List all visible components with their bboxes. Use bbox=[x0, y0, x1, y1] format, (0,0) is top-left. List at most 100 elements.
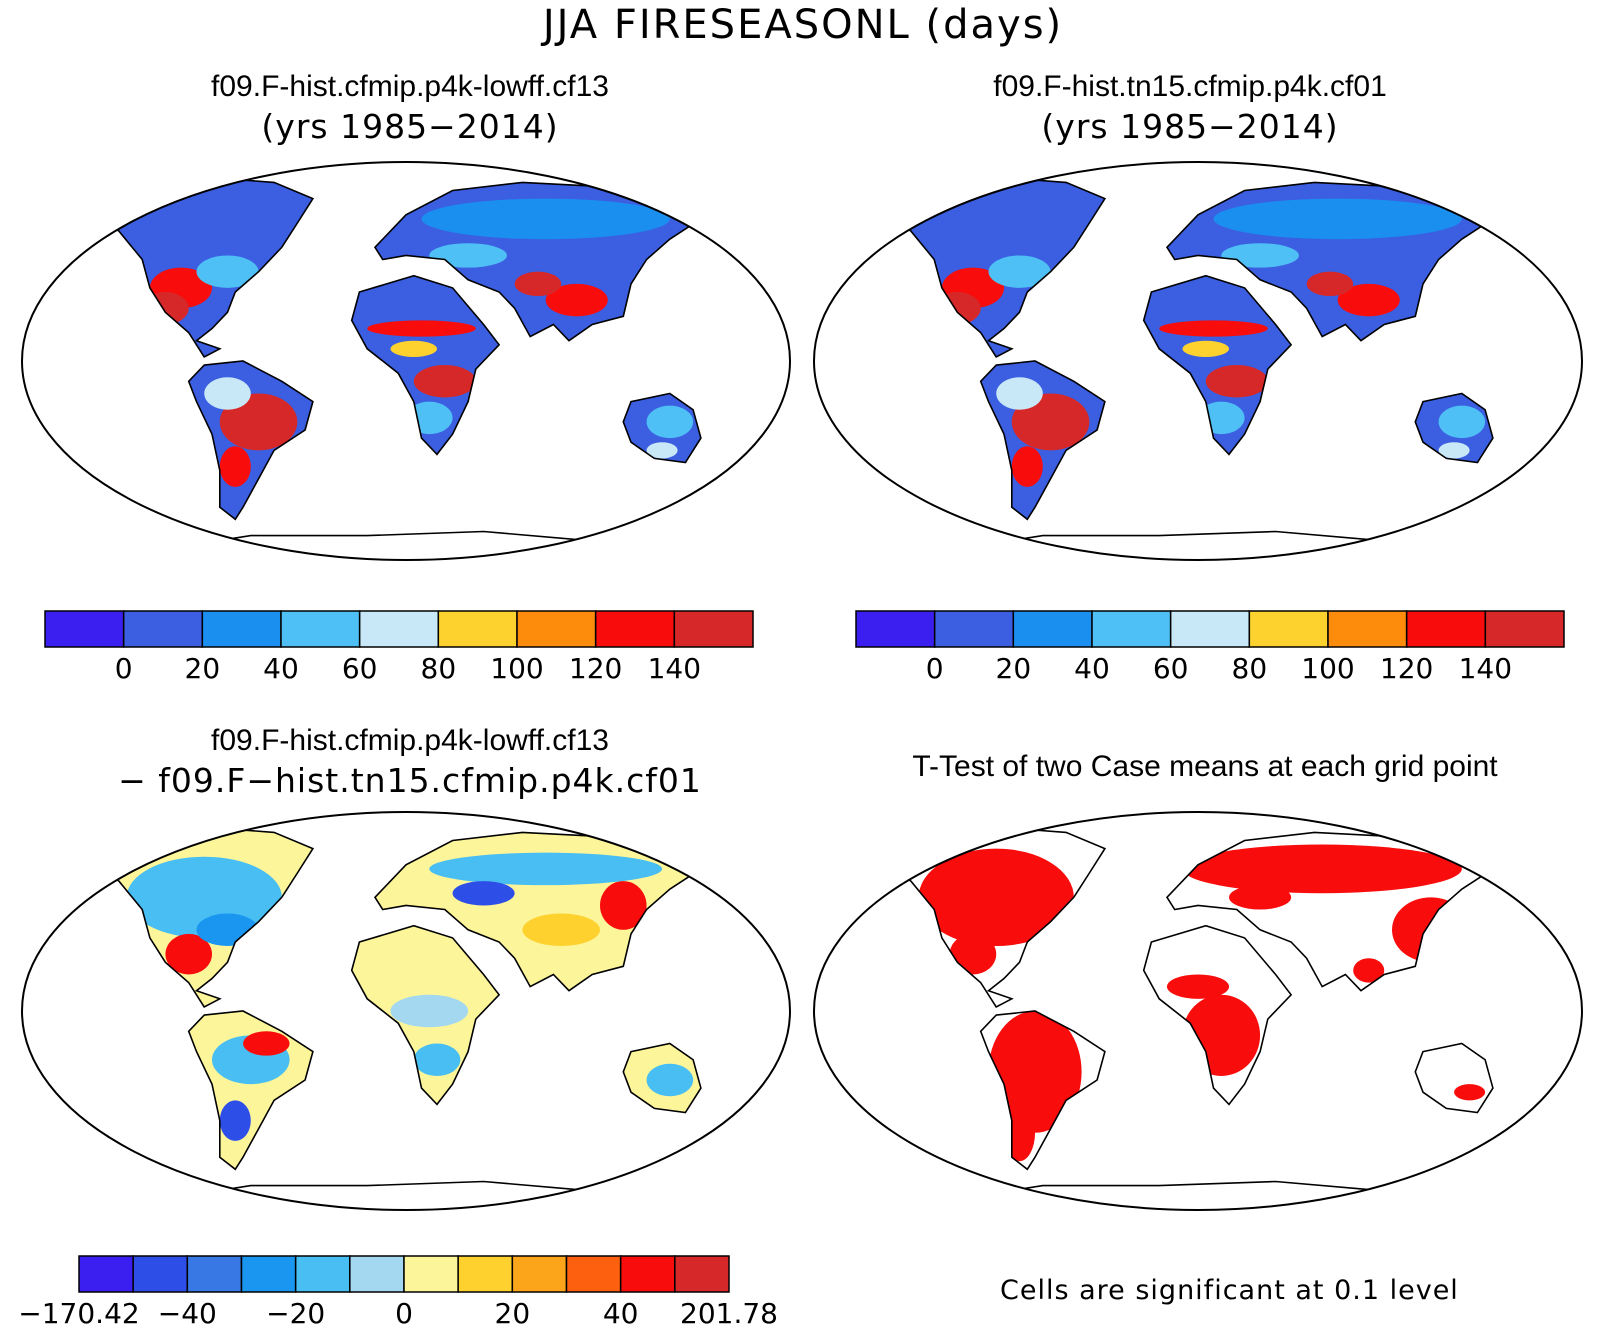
field-region bbox=[1198, 401, 1245, 435]
africa-landmass bbox=[1143, 275, 1292, 455]
field-region bbox=[1438, 405, 1486, 439]
north-america-coastline bbox=[94, 177, 315, 358]
australia-landmass bbox=[1415, 1043, 1493, 1113]
field-region bbox=[429, 852, 663, 886]
colorbar-tick-label: 40 bbox=[602, 1297, 639, 1330]
africa-coastline bbox=[350, 274, 501, 456]
field-region bbox=[514, 271, 562, 297]
colorbar-tick-label: 20 bbox=[995, 652, 1032, 685]
panel1-case-name: f09.F-hist.cfmip.p4k-lowff.cf13 bbox=[211, 70, 609, 103]
panel3-case-name: f09.F-hist.cfmip.p4k-lowff.cf13 bbox=[211, 724, 609, 757]
colorbar-tick-label: 60 bbox=[1152, 652, 1189, 685]
colorbar-tick-label: 140 bbox=[1458, 652, 1513, 685]
field-region bbox=[219, 1100, 251, 1141]
panel2-years: (yrs 1985−2014) bbox=[1041, 107, 1339, 146]
colorbar-box bbox=[437, 610, 518, 648]
colorbar-box bbox=[594, 610, 676, 648]
significant-region bbox=[1229, 885, 1292, 910]
colorbar-tick-label: −20 bbox=[266, 1297, 326, 1330]
panel2-title: f09.F-hist.tn15.cfmip.p4k.cf01 (yrs 1985… bbox=[800, 68, 1580, 148]
colorbar-tick-label: 80 bbox=[1231, 652, 1268, 685]
panel1-title: f09.F-hist.cfmip.p4k-lowff.cf13 (yrs 198… bbox=[20, 68, 800, 148]
colorbar-tick-label: 100 bbox=[1301, 652, 1355, 685]
field-region bbox=[1159, 320, 1268, 337]
significant-region bbox=[918, 848, 1074, 947]
antarctica-landmass bbox=[965, 531, 1431, 560]
colorbar-box bbox=[1484, 610, 1565, 648]
africa-landmass bbox=[351, 275, 500, 455]
colorbar-tick-label: −170.42 bbox=[18, 1297, 140, 1330]
panel3-minus-case: − f09.F−hist.tn15.cfmip.p4k.cf01 bbox=[118, 761, 702, 800]
field-region bbox=[1306, 271, 1354, 297]
field-region bbox=[646, 405, 694, 439]
field-region bbox=[1213, 198, 1462, 240]
colorbar-box bbox=[619, 1255, 676, 1293]
africa-coastline bbox=[1142, 924, 1293, 1106]
europe-asia-coastline bbox=[1165, 831, 1495, 992]
map-border bbox=[813, 811, 1583, 1211]
panel2-case-name: f09.F-hist.tn15.cfmip.p4k.cf01 bbox=[993, 70, 1387, 103]
panel4-title: T-Test of two Case means at each grid po… bbox=[800, 748, 1606, 786]
panel3-title: f09.F-hist.cfmip.p4k-lowff.cf13 − f09.F−… bbox=[20, 722, 800, 802]
panel2-map bbox=[813, 161, 1583, 561]
panel1-years: (yrs 1985−2014) bbox=[261, 107, 559, 146]
field-region bbox=[413, 365, 476, 398]
significant-region bbox=[949, 933, 997, 975]
africa-coastline bbox=[350, 924, 501, 1106]
panel1-colorbar bbox=[44, 610, 754, 648]
europe-asia-coastline bbox=[373, 181, 703, 342]
colorbar-box bbox=[1405, 610, 1487, 648]
panel2-colorbar bbox=[855, 610, 1565, 648]
significant-region bbox=[988, 1011, 1082, 1133]
field-region bbox=[406, 401, 453, 435]
colorbar-tick-label: 40 bbox=[263, 652, 299, 685]
colorbar-box bbox=[933, 610, 1015, 648]
field-region bbox=[600, 881, 647, 930]
significant-region bbox=[1392, 897, 1470, 963]
significant-region bbox=[1454, 1084, 1486, 1101]
field-region bbox=[988, 255, 1051, 288]
colorbar-box bbox=[349, 1255, 405, 1293]
colorbar-box bbox=[294, 1255, 351, 1293]
colorbar-box bbox=[511, 1255, 568, 1293]
colorbar-tick-label: 80 bbox=[420, 652, 457, 685]
colorbar-box bbox=[1327, 610, 1408, 648]
colorbar-box bbox=[457, 1255, 514, 1293]
field-region bbox=[1337, 283, 1400, 317]
field-region bbox=[452, 881, 515, 906]
colorbar-tick-label: 201.78 bbox=[680, 1297, 778, 1330]
colorbar-box bbox=[565, 1255, 622, 1293]
field-region bbox=[646, 442, 678, 459]
field-region bbox=[390, 340, 438, 357]
antarctica-landmass bbox=[965, 1181, 1431, 1210]
field-region bbox=[646, 1063, 694, 1097]
field-region bbox=[1438, 442, 1470, 459]
colorbar-tick-label: 0 bbox=[114, 652, 133, 685]
colorbar-tick-label: 20 bbox=[184, 652, 221, 685]
map-border bbox=[21, 811, 791, 1211]
field-region bbox=[1205, 365, 1268, 398]
field-region bbox=[522, 913, 600, 947]
europe-asia-coastline bbox=[1165, 181, 1495, 342]
colorbar-box bbox=[132, 1255, 189, 1293]
field-region bbox=[934, 291, 981, 325]
north-america-coastline bbox=[886, 177, 1107, 358]
colorbar-box bbox=[674, 1255, 730, 1293]
significant-region bbox=[1182, 994, 1261, 1076]
colorbar-box bbox=[516, 610, 597, 648]
field-region bbox=[1182, 340, 1230, 357]
panel4-ttest-title: T-Test of two Case means at each grid po… bbox=[912, 750, 1498, 783]
field-region bbox=[545, 283, 608, 317]
field-region bbox=[243, 1031, 290, 1056]
colorbar-box bbox=[280, 610, 361, 648]
australia-coastline bbox=[622, 392, 702, 464]
map-border bbox=[21, 161, 791, 561]
field-region bbox=[429, 243, 507, 268]
south-america-coastline bbox=[187, 1010, 314, 1171]
field-region bbox=[1011, 446, 1043, 487]
colorbar-tick-label: 20 bbox=[494, 1297, 531, 1330]
panel4-map bbox=[813, 811, 1583, 1211]
panel3-colorbar bbox=[78, 1255, 730, 1293]
australia-coastline bbox=[1414, 1042, 1494, 1114]
colorbar-box bbox=[673, 610, 754, 648]
